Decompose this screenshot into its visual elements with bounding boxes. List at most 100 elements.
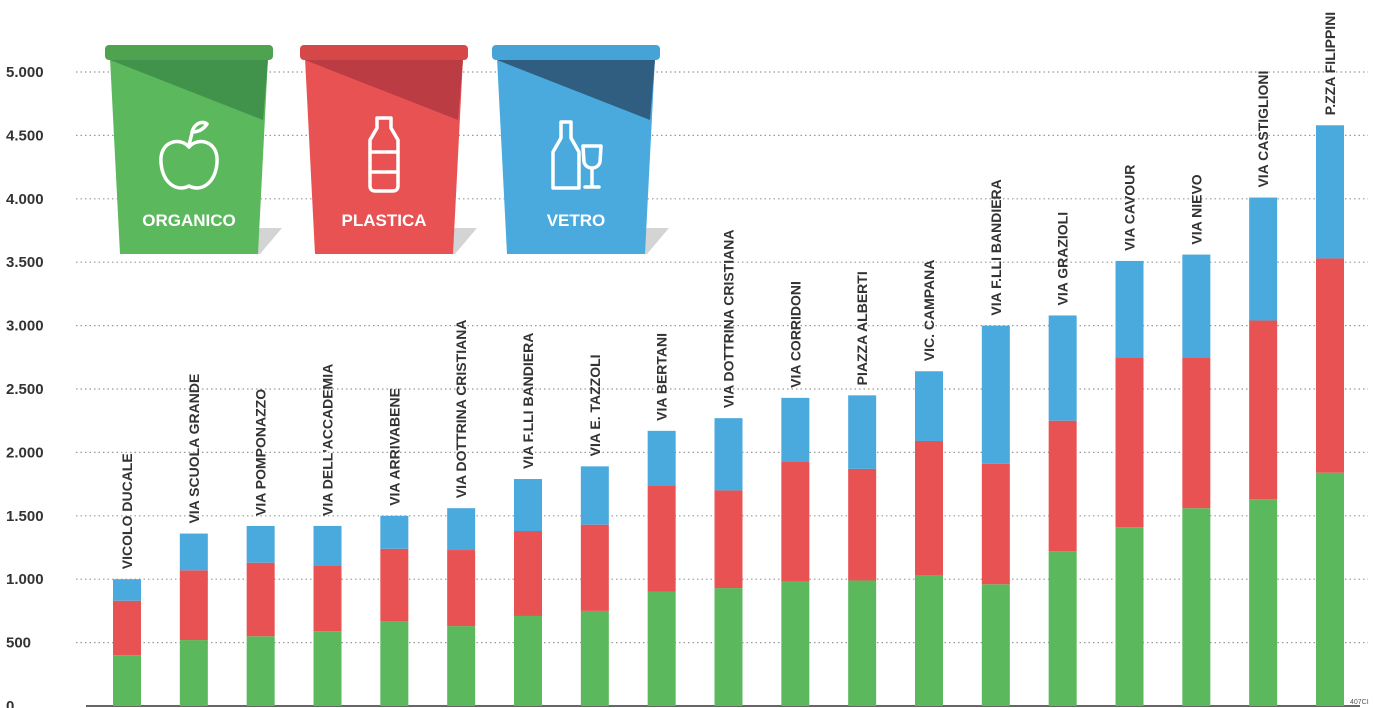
bar-segment-organico (313, 631, 342, 706)
bar-segment-plastica (1115, 357, 1144, 528)
bin-body (305, 58, 463, 254)
bar-segment-plastica (714, 490, 743, 589)
bottle-icon (368, 116, 400, 193)
bin-lid (105, 45, 273, 60)
legend-bin-plastica: PLASTICA (300, 45, 477, 254)
bin-label: VETRO (547, 211, 606, 230)
bar-segment-vetro (781, 397, 810, 462)
category-label: VIA CAVOUR (1122, 165, 1138, 251)
category-label: P.ZZA FILIPPINI (1322, 12, 1338, 115)
bar-segment-organico (380, 621, 409, 706)
category-label: VIA SCUOLA GRANDE (186, 374, 202, 524)
bar-segment-vetro (848, 395, 877, 469)
bar-segment-plastica (113, 600, 141, 656)
category-label: VIA DELL'ACCADEMIA (320, 364, 336, 516)
legend-bin-organico: ORGANICO (105, 45, 282, 254)
bar-segment-organico (981, 584, 1010, 706)
bar-segment-plastica (179, 570, 208, 641)
category-labels: VICOLO DUCALE VIA SCUOLA GRANDE VIA POMPON… (119, 12, 1338, 569)
y-tick-label: 4.500 (6, 127, 44, 144)
category-label: VIC. CAMPANA (921, 260, 937, 362)
y-tick-label: 3.000 (6, 318, 44, 335)
bar-segment-organico (447, 626, 476, 706)
bar-segment-plastica (313, 565, 342, 632)
bar-segment-vetro (647, 430, 676, 486)
bar-segment-plastica (447, 550, 476, 627)
bar-segment-plastica (647, 485, 676, 592)
category-label: VIA DOTTRINA CRISTIANA (721, 230, 737, 409)
bar-segment-vetro (514, 479, 542, 532)
bar-segment-vetro (915, 371, 943, 441)
bar-segment-vetro (380, 515, 409, 549)
credit-label: 407CI (1350, 699, 1369, 706)
category-label: VIA BERTANI (654, 333, 670, 421)
bar-segment-organico (714, 588, 743, 706)
bar-segment-vetro (179, 533, 208, 571)
y-tick-label: 500 (6, 635, 31, 652)
bar-segment-organico (1115, 527, 1144, 706)
bar-segment-plastica (514, 531, 542, 616)
bar-segment-vetro (981, 325, 1010, 464)
bar-segment-organico (1316, 472, 1344, 706)
category-label: VIA CASTIGLIONI (1255, 71, 1271, 188)
category-label: VIA GRAZIOLI (1055, 212, 1071, 306)
bin-shade (305, 60, 463, 120)
bar-segment-vetro (113, 579, 141, 601)
bar-segment-plastica (781, 461, 810, 582)
bar-segment-plastica (1316, 258, 1344, 473)
bar-segment-vetro (580, 466, 609, 525)
category-label: VIA F.LLI BANDIERA (988, 179, 1004, 315)
bar-segment-vetro (1182, 254, 1211, 358)
bar-segment-plastica (380, 548, 409, 622)
bar-segment-organico (179, 640, 208, 706)
bar-segment-plastica (1048, 420, 1077, 552)
bin-body (497, 58, 655, 254)
bar-segment-plastica (246, 562, 275, 637)
bin-label: ORGANICO (142, 211, 236, 230)
bar-segment-vetro (246, 525, 275, 563)
bar-segment-plastica (915, 440, 943, 576)
bar-segment-vetro (447, 508, 476, 551)
category-label: VIA DOTTRINA CRISTIANA (453, 320, 469, 499)
bin-lid (492, 45, 660, 60)
bar-segment-vetro (714, 418, 743, 491)
bar-segment-plastica (848, 468, 877, 581)
bar-segment-vetro (1115, 260, 1144, 358)
y-tick-label: 2.000 (6, 444, 44, 461)
bar-segment-organico (781, 581, 810, 706)
y-tick-label: 2.500 (6, 381, 44, 398)
y-tick-label: 0 (6, 698, 14, 708)
category-label: VIA POMPONAZZO (253, 389, 269, 516)
wine-bottle-glass-icon (551, 120, 603, 190)
y-tick-label: 1.500 (6, 508, 44, 525)
category-label: VIA F.LLI BANDIERA (520, 333, 536, 469)
y-tick-label: 1.000 (6, 571, 44, 588)
y-tick-label: 5.000 (6, 64, 44, 81)
bar-segment-vetro (1316, 125, 1344, 259)
category-label: PIAZZA ALBERTI (854, 271, 870, 385)
category-label: VIA NIEVO (1188, 174, 1204, 244)
bar-segment-vetro (1048, 315, 1077, 421)
bar-segment-organico (1182, 508, 1211, 706)
y-axis-tick-labels: 0 500 1.000 1.500 2.000 2.500 3.000 3.500 4.000 4… (6, 64, 44, 708)
bin-shade (497, 60, 655, 120)
bar-segment-plastica (580, 524, 609, 611)
bar-segment-organico (647, 591, 676, 706)
bar-segment-plastica (1182, 357, 1211, 509)
y-tick-label: 3.500 (6, 254, 44, 271)
bar-segment-organico (514, 615, 542, 706)
bar-segment-vetro (1249, 197, 1278, 321)
bar-segment-organico (113, 655, 141, 706)
bin-lid (300, 45, 468, 60)
category-label: VIA ARRIVABENE (386, 388, 402, 506)
apple-icon (159, 120, 219, 190)
bar-segment-organico (1048, 551, 1077, 706)
bar-segment-organico (1249, 499, 1278, 706)
bin-label: PLASTICA (342, 211, 427, 230)
category-label: VIA CORRIDONI (787, 281, 803, 388)
bar-segment-organico (848, 580, 877, 706)
bars (113, 125, 1344, 706)
bar-segment-plastica (1249, 320, 1278, 500)
bin-body (110, 58, 268, 254)
